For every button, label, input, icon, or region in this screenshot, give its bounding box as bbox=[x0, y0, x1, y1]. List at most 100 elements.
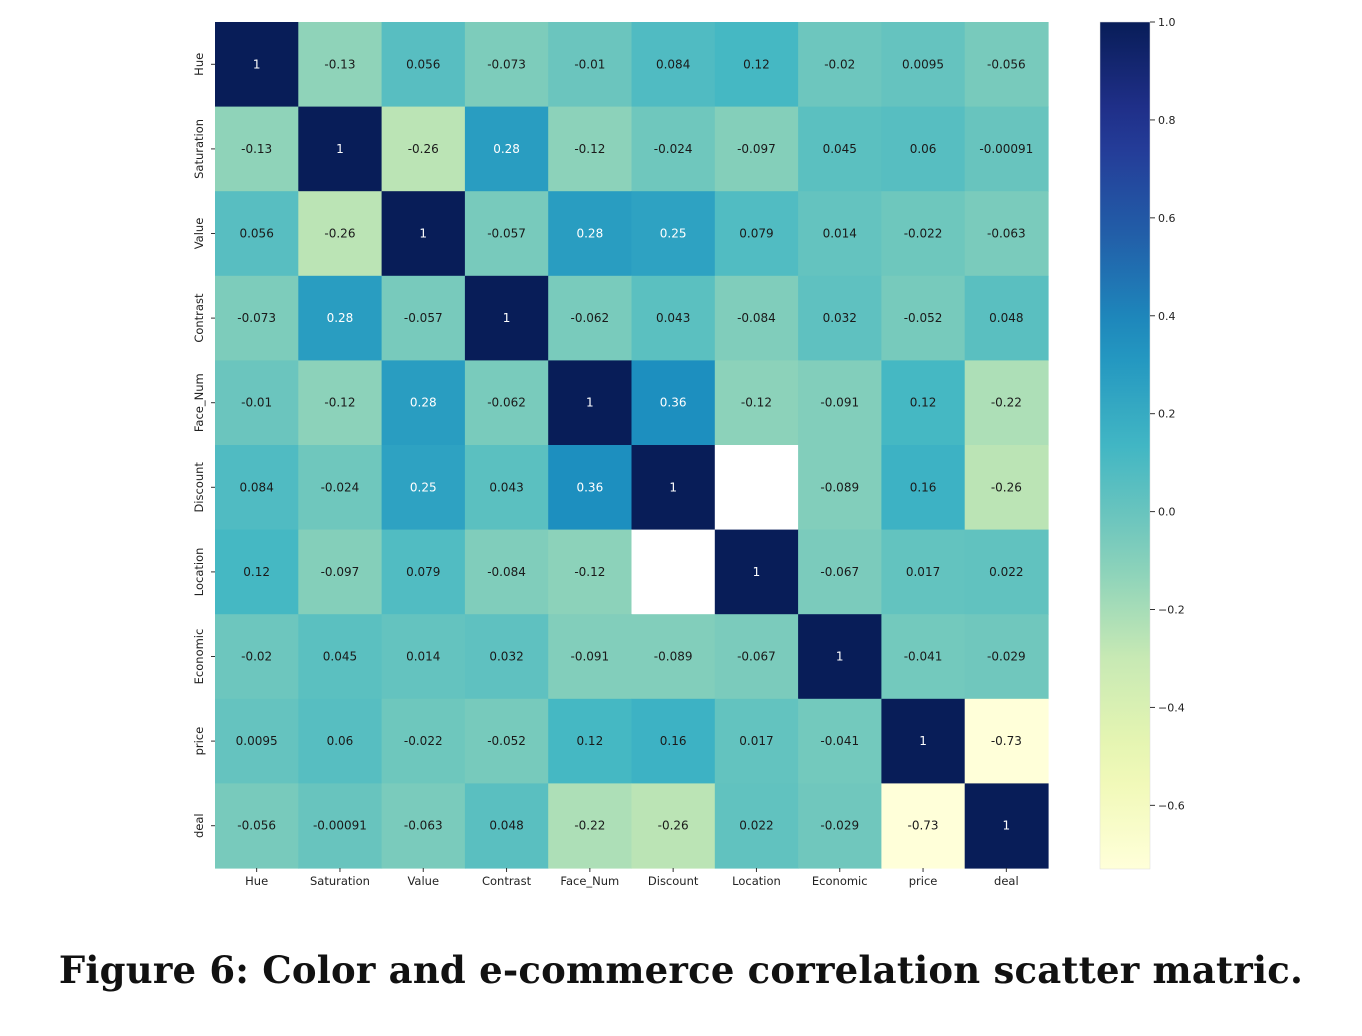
heatmap-cell bbox=[714, 783, 799, 869]
heatmap-cell bbox=[464, 106, 549, 192]
cell-value-label: 0.06 bbox=[327, 734, 354, 748]
heatmap-cell bbox=[548, 22, 633, 108]
cell-value-label: -0.26 bbox=[324, 227, 355, 241]
cell-value-label: -0.041 bbox=[820, 734, 859, 748]
heatmap-cell bbox=[964, 783, 1049, 869]
cell-value-label: 1 bbox=[753, 565, 761, 579]
cell-value-label: -0.041 bbox=[904, 650, 943, 664]
cell-value-label: 1 bbox=[503, 311, 511, 325]
heatmap-cell bbox=[548, 360, 633, 446]
heatmap-cell bbox=[215, 783, 299, 869]
heatmap-cell bbox=[714, 191, 799, 277]
cell-value-label: -0.73 bbox=[908, 819, 939, 833]
heatmap-cell bbox=[631, 22, 716, 108]
cell-value-label: -0.022 bbox=[404, 734, 443, 748]
heatmap-cell bbox=[464, 360, 549, 446]
cell-value-label: -0.029 bbox=[820, 819, 859, 833]
heatmap-cell bbox=[798, 529, 882, 615]
cell-value-label: 0.084 bbox=[239, 480, 273, 494]
cell-value-label: 0.12 bbox=[576, 734, 603, 748]
cell-value-label: 0.0095 bbox=[236, 734, 278, 748]
cell-value-label: 0.048 bbox=[989, 311, 1023, 325]
heatmap-cell bbox=[215, 106, 299, 192]
x-tick-label: Discount bbox=[648, 874, 699, 888]
cell-value-label: -0.057 bbox=[487, 227, 526, 241]
cell-value-label: 0.25 bbox=[410, 480, 437, 494]
cell-value-label: 0.014 bbox=[823, 227, 857, 241]
cell-value-label: -0.029 bbox=[987, 650, 1026, 664]
y-tick-label: Contrast bbox=[192, 293, 206, 343]
cell-value-label: -0.022 bbox=[904, 227, 943, 241]
x-tick-label: Hue bbox=[245, 874, 268, 888]
cell-value-label: 0.16 bbox=[660, 734, 687, 748]
heatmap-cell bbox=[798, 22, 882, 108]
heatmap-cell bbox=[298, 445, 383, 531]
cell-value-label: -0.22 bbox=[574, 819, 605, 833]
correlation-heatmap: 1 -0.13 0.056 -0.073 -0.01 0.084 0.12 -0.02 0.00… bbox=[192, 16, 1185, 888]
y-tick-label: deal bbox=[192, 813, 206, 838]
cell-value-label: 1 bbox=[253, 57, 261, 71]
cell-value-label: -0.02 bbox=[824, 57, 855, 71]
cell-value-label: 0.084 bbox=[656, 57, 690, 71]
heatmap-cell bbox=[964, 106, 1049, 192]
cell-value-label: 0.017 bbox=[739, 734, 773, 748]
cell-value-label: 0.06 bbox=[910, 142, 937, 156]
heatmap-cell bbox=[298, 529, 383, 615]
heatmap-cell bbox=[798, 106, 882, 192]
heatmap-cell bbox=[298, 783, 383, 869]
cell-value-label: 0.25 bbox=[660, 227, 687, 241]
heatmap-cell bbox=[464, 191, 549, 277]
cell-value-label: 0.28 bbox=[410, 396, 437, 410]
cell-value-label: 0.043 bbox=[656, 311, 690, 325]
cell-value-label: -0.073 bbox=[237, 311, 276, 325]
colorbar-tick-label: 0.0 bbox=[1158, 506, 1176, 519]
heatmap-cell bbox=[548, 191, 633, 277]
cell-value-label: 0.045 bbox=[823, 142, 857, 156]
heatmap-cell bbox=[548, 698, 633, 784]
x-tick-label: Face_Num bbox=[560, 874, 619, 888]
heatmap-cell bbox=[964, 22, 1049, 108]
heatmap-cell bbox=[964, 191, 1049, 277]
heatmap-cell bbox=[881, 106, 966, 192]
heatmap-cell bbox=[881, 445, 966, 531]
cell-value-label: 0.28 bbox=[327, 311, 354, 325]
heatmap-cell bbox=[714, 360, 799, 446]
cell-value-label: -0.097 bbox=[321, 565, 360, 579]
heatmap-cell bbox=[548, 445, 633, 531]
cell-value-label: -0.084 bbox=[737, 311, 776, 325]
heatmap-cell bbox=[298, 106, 383, 192]
heatmap-cell bbox=[881, 191, 966, 277]
y-tick-label: Face_Num bbox=[192, 373, 206, 432]
heatmap-cell bbox=[464, 783, 549, 869]
colorbar bbox=[1099, 21, 1151, 870]
heatmap-cell bbox=[215, 614, 299, 700]
cell-value-label: -0.052 bbox=[487, 734, 526, 748]
heatmap-cell bbox=[881, 614, 966, 700]
heatmap-cell bbox=[215, 360, 299, 446]
heatmap-cell bbox=[381, 275, 466, 361]
x-tick-label: Economic bbox=[812, 874, 868, 888]
heatmap-cell bbox=[631, 445, 716, 531]
cell-value-label: 0.28 bbox=[576, 227, 603, 241]
cell-value-label: -0.056 bbox=[987, 57, 1026, 71]
colorbar-tick-label: −0.2 bbox=[1158, 604, 1185, 617]
cell-value-label: 0.056 bbox=[239, 227, 273, 241]
x-tick-label: Contrast bbox=[482, 874, 532, 888]
heatmap-cell bbox=[215, 275, 299, 361]
heatmap-cell bbox=[298, 22, 383, 108]
heatmap-cell bbox=[881, 783, 966, 869]
colorbar-tick-label: 0.2 bbox=[1158, 408, 1176, 421]
heatmap-cell bbox=[964, 360, 1049, 446]
cell-value-label: 0.36 bbox=[576, 480, 603, 494]
y-tick-label: price bbox=[192, 727, 206, 756]
heatmap-cell bbox=[464, 22, 549, 108]
cell-value-label: 1 bbox=[419, 227, 427, 241]
cell-value-label: -0.067 bbox=[737, 650, 776, 664]
cell-value-label: -0.13 bbox=[241, 142, 272, 156]
heatmap-cell bbox=[631, 614, 716, 700]
cell-value-label: 0.045 bbox=[323, 650, 357, 664]
heatmap-cell bbox=[381, 360, 466, 446]
cell-value-label: -0.062 bbox=[571, 311, 610, 325]
heatmap-cell bbox=[714, 445, 799, 531]
cell-value-label: -0.22 bbox=[991, 396, 1022, 410]
